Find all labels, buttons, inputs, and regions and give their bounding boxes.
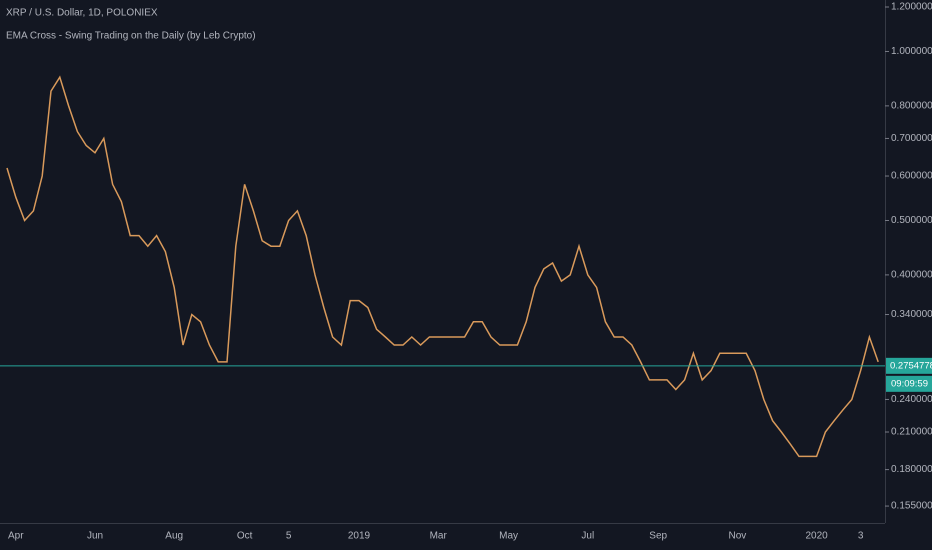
chart-title: XRP / U.S. Dollar, 1D, POLONIEX	[6, 8, 158, 19]
y-tick-label: 0.60000000	[891, 171, 932, 182]
x-tick-label: 2020	[805, 531, 828, 542]
last-price-box	[886, 357, 932, 374]
y-tick-label: 0.24000000	[891, 394, 932, 405]
y-tick-label: 0.15500000	[891, 501, 932, 512]
x-tick-label: Jul	[581, 531, 594, 542]
countdown-label: 09:09:59	[891, 378, 928, 389]
price-line	[6, 75, 879, 458]
x-tick-label: Sep	[649, 531, 667, 542]
x-tick-label: May	[499, 531, 518, 542]
countdown-box	[886, 375, 932, 392]
y-tick-label: 0.18000000	[891, 464, 932, 475]
y-tick-label: 1.20000000	[891, 2, 932, 13]
y-tick-label: 0.21000000	[891, 427, 932, 438]
x-tick-label: Mar	[430, 531, 448, 542]
x-tick-label: Nov	[729, 531, 747, 542]
y-tick-label: 0.34000000	[891, 309, 932, 320]
y-tick-label: 1.00000000	[891, 46, 932, 57]
y-tick-label: 0.80000000	[891, 101, 932, 112]
indicator-name: EMA Cross - Swing Trading on the Daily (…	[6, 31, 256, 42]
last-price-label: 0.27547785	[890, 360, 932, 371]
x-tick-label: Oct	[237, 531, 253, 542]
x-tick-label: 2019	[348, 531, 371, 542]
y-tick-label: 0.50000000	[891, 215, 932, 226]
x-tick-label: Apr	[8, 531, 24, 542]
x-tick-label: 5	[286, 531, 292, 542]
x-tick-label: Aug	[165, 531, 183, 542]
y-tick-label: 0.70000000	[891, 133, 932, 144]
x-tick-label: Jun	[87, 531, 103, 542]
y-tick-label: 0.40000000	[891, 270, 932, 281]
x-tick-label: 3	[858, 531, 864, 542]
